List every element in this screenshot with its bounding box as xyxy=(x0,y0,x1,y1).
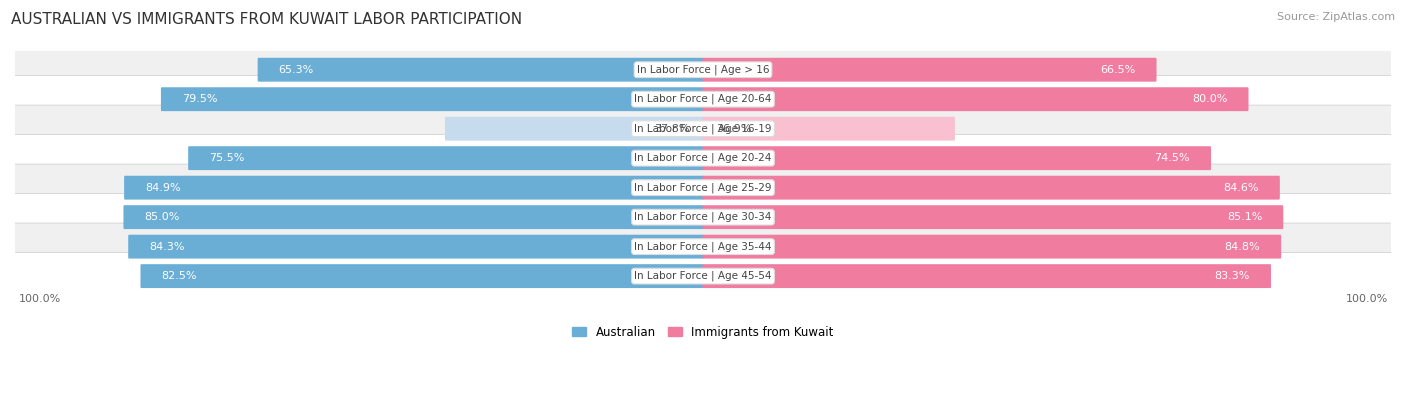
FancyBboxPatch shape xyxy=(13,135,1393,182)
Text: In Labor Force | Age 16-19: In Labor Force | Age 16-19 xyxy=(634,124,772,134)
FancyBboxPatch shape xyxy=(13,223,1393,270)
Text: 100.0%: 100.0% xyxy=(18,294,60,305)
Text: 100.0%: 100.0% xyxy=(1346,294,1388,305)
FancyBboxPatch shape xyxy=(13,194,1393,241)
FancyBboxPatch shape xyxy=(13,164,1393,211)
FancyBboxPatch shape xyxy=(13,252,1393,300)
FancyBboxPatch shape xyxy=(703,235,1281,259)
FancyBboxPatch shape xyxy=(703,146,1211,170)
Text: In Labor Force | Age 45-54: In Labor Force | Age 45-54 xyxy=(634,271,772,281)
Text: 84.6%: 84.6% xyxy=(1223,182,1258,193)
Text: 36.9%: 36.9% xyxy=(717,124,752,134)
Text: 85.0%: 85.0% xyxy=(145,212,180,222)
FancyBboxPatch shape xyxy=(128,235,703,259)
FancyBboxPatch shape xyxy=(13,46,1393,93)
Text: 66.5%: 66.5% xyxy=(1101,65,1136,75)
FancyBboxPatch shape xyxy=(257,58,703,82)
Text: 74.5%: 74.5% xyxy=(1154,153,1189,163)
Text: In Labor Force | Age 30-34: In Labor Force | Age 30-34 xyxy=(634,212,772,222)
Text: 84.9%: 84.9% xyxy=(145,182,181,193)
Text: 65.3%: 65.3% xyxy=(278,65,314,75)
Text: In Labor Force | Age 25-29: In Labor Force | Age 25-29 xyxy=(634,182,772,193)
FancyBboxPatch shape xyxy=(13,75,1393,123)
FancyBboxPatch shape xyxy=(124,205,703,229)
Text: 85.1%: 85.1% xyxy=(1227,212,1263,222)
FancyBboxPatch shape xyxy=(160,87,703,111)
FancyBboxPatch shape xyxy=(141,264,703,288)
Text: 80.0%: 80.0% xyxy=(1192,94,1227,104)
Text: 82.5%: 82.5% xyxy=(162,271,197,281)
Text: In Labor Force | Age 35-44: In Labor Force | Age 35-44 xyxy=(634,241,772,252)
Text: In Labor Force | Age 20-24: In Labor Force | Age 20-24 xyxy=(634,153,772,164)
FancyBboxPatch shape xyxy=(703,87,1249,111)
Text: 83.3%: 83.3% xyxy=(1215,271,1250,281)
Legend: Australian, Immigrants from Kuwait: Australian, Immigrants from Kuwait xyxy=(568,321,838,343)
Text: In Labor Force | Age 20-64: In Labor Force | Age 20-64 xyxy=(634,94,772,104)
FancyBboxPatch shape xyxy=(703,58,1157,82)
Text: 84.3%: 84.3% xyxy=(149,242,184,252)
Text: 79.5%: 79.5% xyxy=(181,94,218,104)
Text: AUSTRALIAN VS IMMIGRANTS FROM KUWAIT LABOR PARTICIPATION: AUSTRALIAN VS IMMIGRANTS FROM KUWAIT LAB… xyxy=(11,12,523,27)
FancyBboxPatch shape xyxy=(703,117,955,141)
Text: Source: ZipAtlas.com: Source: ZipAtlas.com xyxy=(1277,12,1395,22)
FancyBboxPatch shape xyxy=(703,176,1279,199)
FancyBboxPatch shape xyxy=(703,205,1284,229)
FancyBboxPatch shape xyxy=(13,105,1393,152)
Text: In Labor Force | Age > 16: In Labor Force | Age > 16 xyxy=(637,64,769,75)
Text: 84.8%: 84.8% xyxy=(1225,242,1260,252)
FancyBboxPatch shape xyxy=(188,146,703,170)
FancyBboxPatch shape xyxy=(124,176,703,199)
Text: 75.5%: 75.5% xyxy=(209,153,245,163)
FancyBboxPatch shape xyxy=(703,264,1271,288)
Text: 37.8%: 37.8% xyxy=(654,124,689,134)
FancyBboxPatch shape xyxy=(444,117,703,141)
